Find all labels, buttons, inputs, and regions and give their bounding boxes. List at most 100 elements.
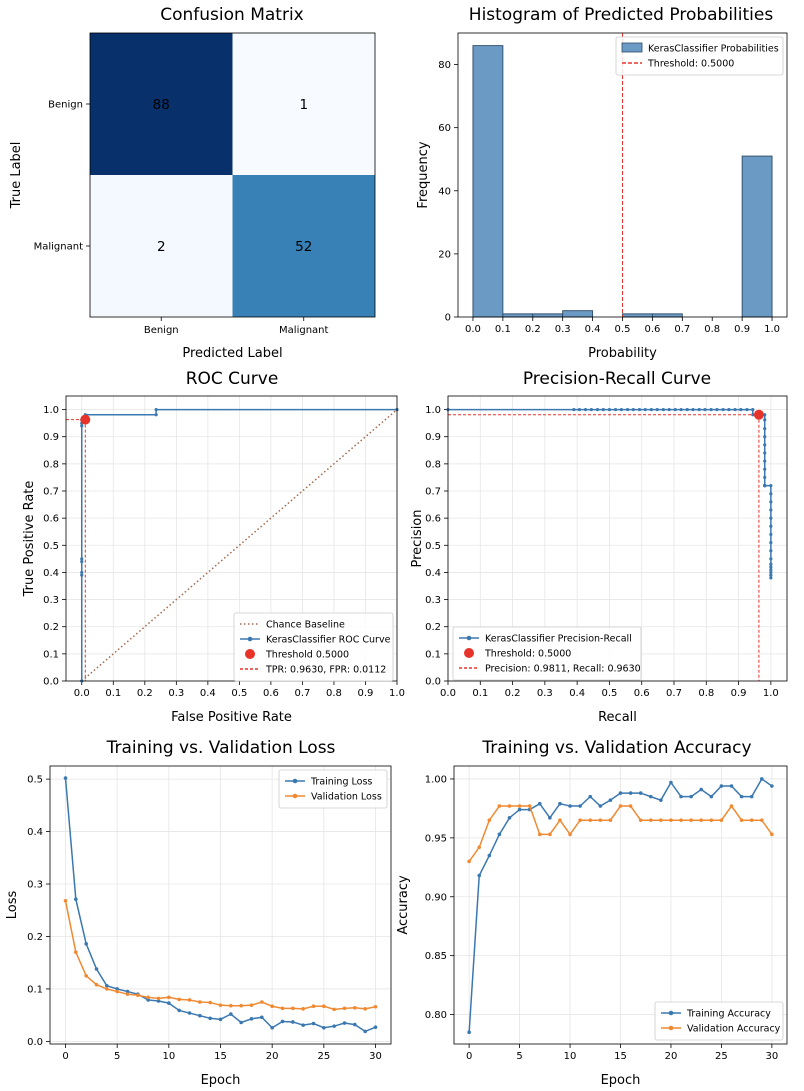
axes-frame [453, 765, 788, 1045]
series-point [648, 818, 653, 822]
pr-point [721, 407, 725, 412]
series-point [578, 818, 582, 822]
y-axis-label: True Positive Rate [22, 481, 37, 598]
x-tick-label: 25 [317, 1051, 330, 1062]
roc-chart: 0.0 0.1 0.2 0.3 0.4 0.5 0.6 0.7 0.8 0.9 1.0 0.0 0.1 0… [22, 369, 405, 725]
x-tick-label: 0.5 [231, 688, 247, 699]
x-tick-label: 0.0 [440, 688, 456, 699]
cell-value-label: 2 [157, 239, 166, 255]
series-point [146, 998, 150, 1002]
x-axis-label: Epoch [601, 1073, 641, 1088]
pr-point [769, 508, 773, 512]
pr-point [685, 407, 689, 412]
series-point [187, 1011, 192, 1015]
x-tick-label: 0.4 [569, 688, 585, 699]
series-point [578, 804, 582, 808]
roc-point [80, 424, 84, 428]
series-point [568, 804, 572, 808]
series-point [558, 801, 562, 806]
series-point [679, 818, 683, 822]
series-point [363, 1029, 367, 1034]
pr-point [769, 500, 773, 504]
y-tick-label: 0.3 [43, 595, 59, 606]
pr-point [649, 407, 654, 412]
histogram-bar [741, 155, 773, 318]
y-axis-label: Accuracy [396, 875, 411, 935]
legend-box [278, 769, 388, 809]
x-tick-label: 0.9 [731, 688, 747, 699]
axes-frame [89, 32, 376, 318]
series-point [105, 987, 109, 991]
pr-point [661, 407, 665, 412]
series-point [628, 804, 633, 808]
legend-box [233, 612, 394, 682]
y-tick-label: 0.9 [43, 432, 59, 443]
cell-value-label: 1 [299, 97, 308, 113]
legend-label: KerasClassifier Precision-Recall [485, 634, 632, 645]
pr-point [763, 459, 767, 463]
pr-point [763, 451, 767, 455]
x-tick-label: 0.1 [472, 688, 488, 699]
chart-title: Training vs. Validation Loss [106, 738, 336, 758]
series-point [648, 794, 653, 799]
series-point [167, 995, 171, 1000]
chance-baseline [81, 409, 398, 682]
series-point [218, 1017, 223, 1022]
y-tick-label: 0.4 [425, 568, 441, 579]
pr-point [631, 407, 635, 412]
chart-title: ROC Curve [186, 369, 279, 389]
series-point [527, 804, 532, 808]
x-tick-label: 0.8 [704, 324, 720, 335]
y-tick-label: 0.1 [27, 984, 43, 995]
series-point [588, 818, 593, 822]
legend-marker [292, 778, 298, 784]
legend-label: Validation Loss [311, 792, 382, 803]
pr-point [709, 407, 713, 412]
x-tick-label: 1.0 [389, 688, 405, 699]
series-point [719, 784, 724, 788]
chart-title: Training vs. Validation Accuracy [481, 738, 751, 758]
series-point [94, 982, 99, 987]
y-tick-label: 0.3 [425, 595, 441, 606]
pr-point [637, 407, 642, 412]
series-point [291, 1020, 295, 1024]
series-point [669, 780, 673, 785]
series-point [115, 987, 119, 991]
pr-point [601, 407, 605, 412]
y-tick-label: Malignant [34, 242, 83, 253]
series-point [608, 798, 613, 802]
pr-point [643, 407, 647, 412]
y-tick-label: 0.80 [425, 1010, 447, 1021]
y-tick-label: 0.4 [43, 568, 59, 579]
legend-label: Threshold 0.5000 [265, 650, 349, 661]
pr-point [751, 407, 755, 412]
series-point [342, 1006, 347, 1011]
pr-point [613, 407, 618, 412]
y-tick-label: 1.0 [425, 405, 441, 416]
y-tick-label: 0.85 [425, 951, 447, 962]
series-point [260, 1015, 264, 1020]
axes-frame [447, 395, 788, 682]
x-axis-label: Predicted Label [182, 346, 282, 361]
cell-value-label: 88 [153, 97, 170, 113]
x-tick-label: 0.6 [263, 688, 279, 699]
pr-point [619, 407, 623, 412]
series-point [759, 818, 764, 822]
series-point [659, 798, 663, 802]
y-tick-label: 0.4 [27, 827, 43, 838]
series-point [467, 859, 471, 864]
series-point [598, 818, 603, 822]
axes-frame [49, 765, 392, 1045]
y-tick-label: 1.00 [425, 774, 447, 785]
x-tick-label: 0 [62, 1051, 68, 1062]
series-point [270, 1004, 274, 1009]
series-point [598, 804, 603, 808]
y-tick-label: 0 [445, 313, 451, 324]
series-point [739, 794, 744, 799]
legend-box [654, 1001, 784, 1041]
series-point [699, 818, 704, 822]
y-tick-label: 0.1 [43, 649, 59, 660]
series-point [638, 818, 643, 822]
pr-point [697, 407, 701, 412]
pr-point [763, 426, 767, 431]
